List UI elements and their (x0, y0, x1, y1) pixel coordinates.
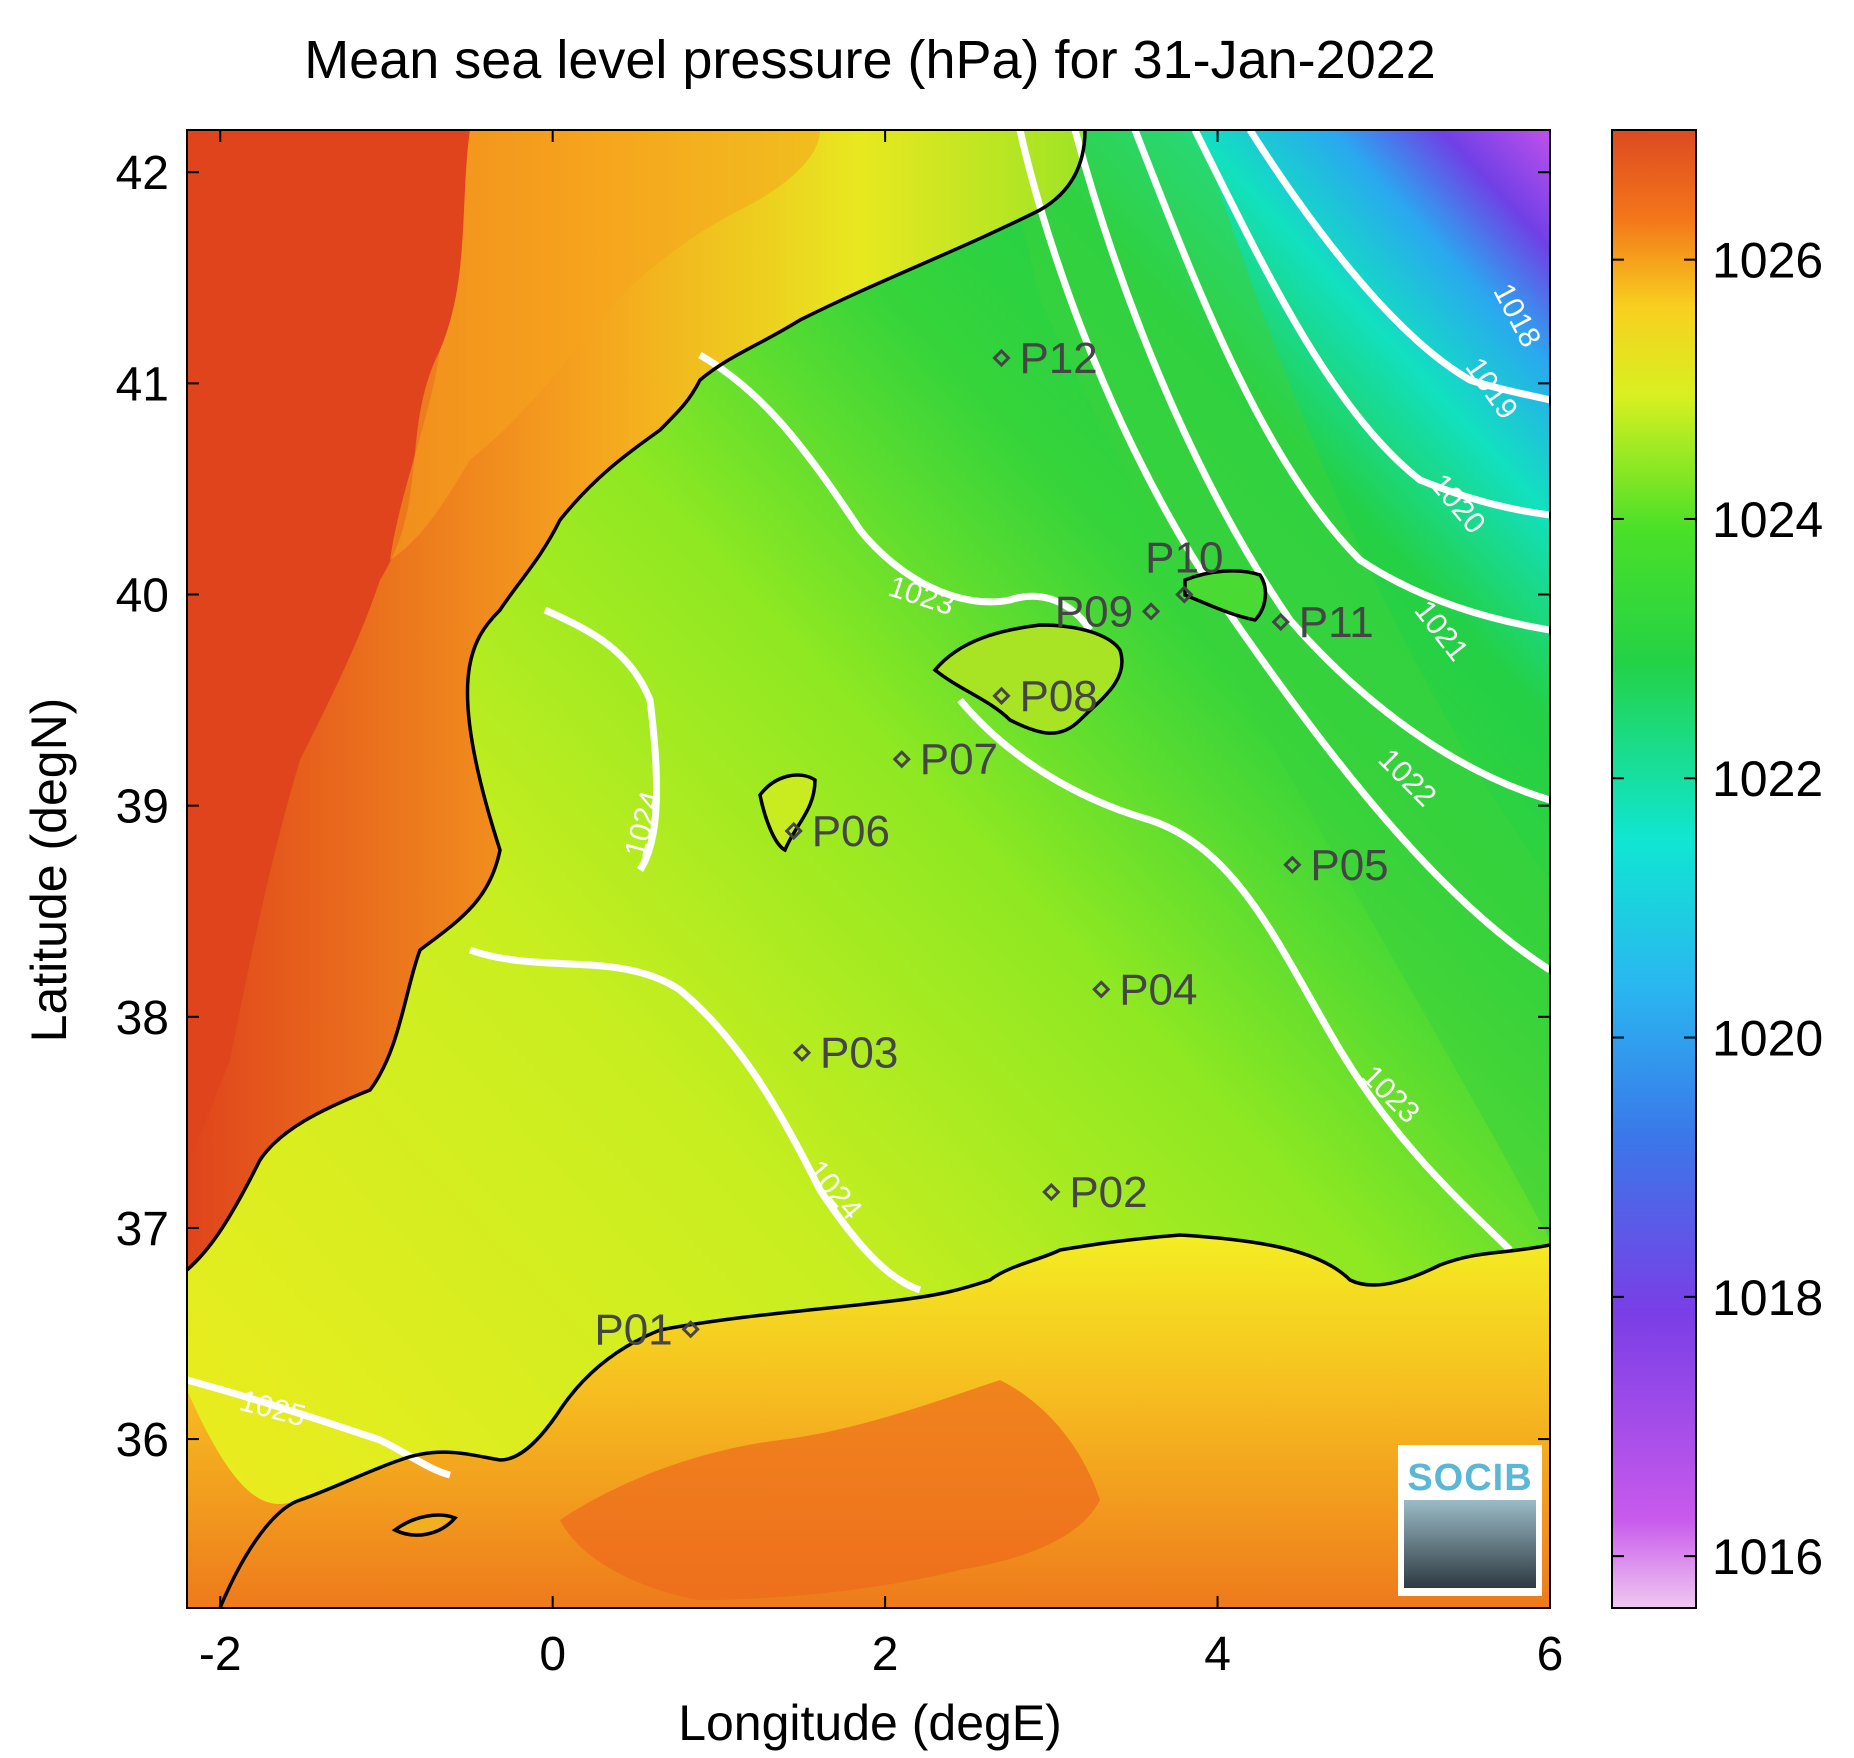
colorbar-tick-label: 1022 (1712, 751, 1823, 807)
station-marker (1283, 855, 1302, 874)
island-alboran (391, 1513, 458, 1537)
x-tick-label: 0 (539, 1628, 566, 1681)
spain-plateau (390, 130, 820, 560)
contour-1019 (1191, 130, 1550, 519)
station-marker (784, 821, 803, 841)
station-label: P02 (1069, 1168, 1147, 1217)
y-tick-label: 37 (116, 1203, 169, 1256)
socib-logo: SOCIB (1398, 1445, 1542, 1596)
station-marker (1141, 602, 1161, 621)
colorbar-tick-label: 1026 (1712, 233, 1823, 289)
station-label: P03 (820, 1029, 898, 1078)
coastline-africa (218, 1233, 1550, 1608)
x-tick-label: 2 (872, 1628, 899, 1681)
x-axis-label: Longitude (degE) (678, 1695, 1062, 1751)
colorbar (1611, 129, 1697, 1609)
station-label: P01 (594, 1305, 672, 1354)
colorbar-tick-label: 1016 (1712, 1529, 1823, 1585)
station-marker (892, 750, 911, 769)
contour-1024-west (543, 606, 661, 872)
colorbar-tick-label: 1018 (1712, 1270, 1823, 1326)
station-marker (1175, 585, 1194, 604)
x-tick-label: -2 (199, 1628, 242, 1681)
contour-1018 (1247, 130, 1550, 404)
station-marker (992, 348, 1011, 368)
station-marker (681, 1320, 700, 1339)
island-menorca (1183, 569, 1268, 622)
socib-logo-text: SOCIB (1407, 1457, 1532, 1499)
sea-green-band (1000, 130, 1550, 1240)
station-label: P04 (1119, 965, 1197, 1014)
contour-1023-north (698, 351, 1093, 633)
colorbar-tick-label: 1020 (1712, 1011, 1823, 1067)
contour-1020 (1131, 130, 1550, 634)
station-label: P09 (1055, 587, 1133, 636)
spain-highland (187, 130, 470, 1160)
station-marker (792, 1043, 812, 1062)
y-tick-label: 40 (116, 570, 169, 623)
africa-mountains (560, 1380, 1100, 1600)
contour-1024-south (468, 946, 922, 1294)
station-marker (992, 686, 1011, 705)
x-tick-label: 4 (1204, 1628, 1231, 1681)
y-axis-ticks: 36 37 38 39 40 41 42 (116, 147, 1550, 1467)
plot-frame (186, 129, 1551, 1609)
y-tick-label: 41 (116, 358, 169, 411)
contour-1023-south (957, 697, 1513, 1253)
x-tick-label: 6 (1537, 1628, 1564, 1681)
map-area (187, 130, 1550, 1608)
station-label: P10 (1145, 534, 1223, 583)
island-mallorca (932, 623, 1124, 735)
station-marker (1042, 1182, 1061, 1202)
y-tick-label: 38 (116, 992, 169, 1045)
x-axis-ticks: -2 0 2 4 6 (199, 130, 1563, 1681)
y-tick-label: 42 (116, 147, 169, 200)
contour-1021 (1071, 130, 1550, 804)
station-marker (1271, 612, 1290, 632)
station-label: P05 (1310, 841, 1388, 890)
socib-logo-wave (1404, 1500, 1536, 1588)
station-label: P12 (1019, 334, 1097, 383)
station-marker (1092, 980, 1111, 999)
station-label: P07 (920, 735, 998, 784)
chart-title: Mean sea level pressure (hPa) for 31-Jan… (304, 30, 1436, 90)
station-label: P06 (812, 807, 890, 856)
y-tick-label: 39 (116, 781, 169, 834)
station-label: P11 (1299, 598, 1374, 647)
colorbar-ticks: 1016 1018 1020 1022 1024 1026 (1612, 233, 1823, 1585)
island-ibiza (758, 773, 817, 853)
coastline-spain (187, 130, 1087, 1272)
contour-1025 (187, 1376, 451, 1479)
y-tick-label: 36 (116, 1414, 169, 1467)
y-axis-label: Latitude (degN) (21, 698, 77, 1043)
station-label: P08 (1019, 672, 1097, 721)
colorbar-tick-label: 1024 (1712, 492, 1823, 548)
africa-landmass (187, 1235, 1550, 1608)
